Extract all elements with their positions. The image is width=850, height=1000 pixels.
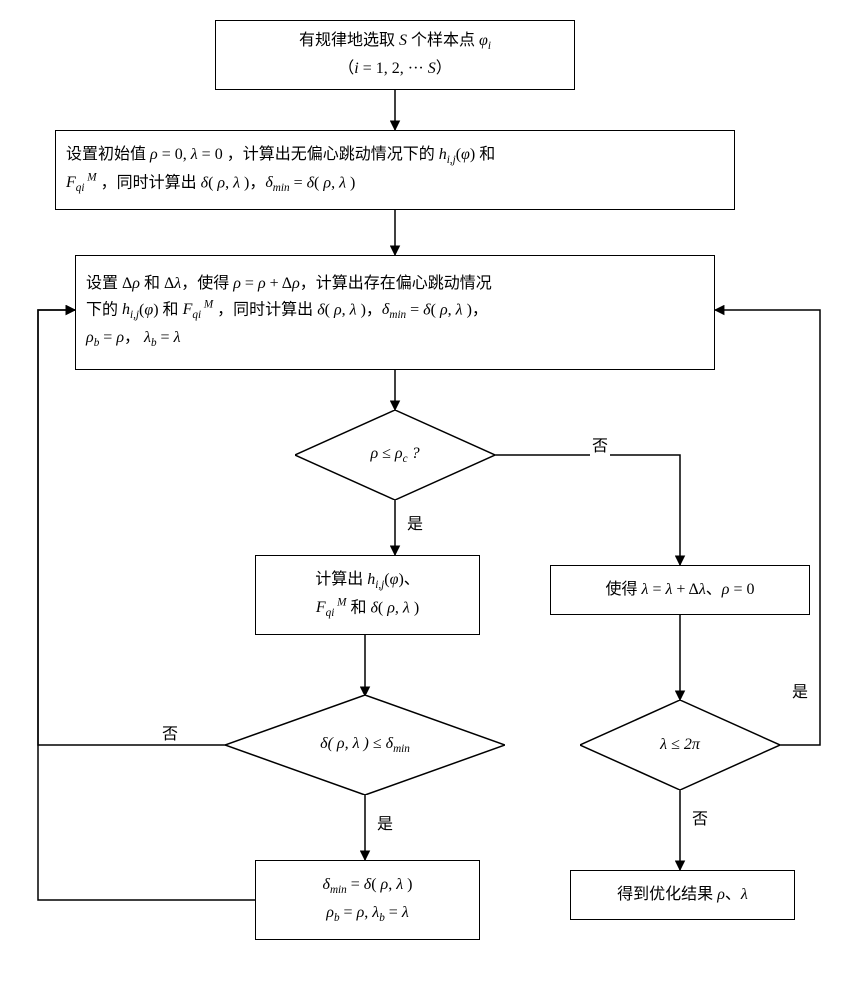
edge-label-yes: 是 (405, 510, 425, 534)
edge-label-no: 否 (160, 720, 180, 744)
decision-rho-le-rhoc: ρ ≤ ρc ? (295, 410, 495, 500)
node-set-delta: 设置 Δρ 和 Δλ，使得 ρ = ρ + Δρ，计算出存在偏心跳动情况下的 h… (75, 255, 715, 370)
node-increment-lambda: 使得 λ = λ + Δλ、ρ = 0 (550, 565, 810, 615)
node-text: 计算出 hi,j(φ)、Fqi M 和 δ( ρ, λ ) (266, 567, 469, 624)
node-result: 得到优化结果 ρ、λ (570, 870, 795, 920)
node-compute-h-F-delta: 计算出 hi,j(φ)、Fqi M 和 δ( ρ, λ ) (255, 555, 480, 635)
node-init-values: 设置初始值 ρ = 0, λ = 0 ，计算出无偏心跳动情况下的 hi,j(φ)… (55, 130, 735, 210)
node-text: 设置 Δρ 和 Δλ，使得 ρ = ρ + Δρ，计算出存在偏心跳动情况下的 h… (86, 271, 704, 353)
decision-label: λ ≤ 2π (660, 736, 700, 754)
node-update-min: δmin = δ( ρ, λ )ρb = ρ, λb = λ (255, 860, 480, 940)
edge-label-yes: 是 (375, 810, 395, 834)
decision-label: ρ ≤ ρc ? (370, 445, 419, 465)
node-text: 设置初始值 ρ = 0, λ = 0 ，计算出无偏心跳动情况下的 hi,j(φ)… (66, 142, 724, 199)
node-text: 使得 λ = λ + Δλ、ρ = 0 (561, 577, 799, 603)
node-text: 得到优化结果 ρ、λ (581, 882, 784, 908)
decision-label: δ( ρ, λ ) ≤ δmin (320, 735, 410, 755)
node-sample-points: 有规律地选取 S 个样本点 φi（i = 1, 2, ··· S） (215, 20, 575, 90)
node-text: δmin = δ( ρ, λ )ρb = ρ, λb = λ (266, 872, 469, 928)
edge-label-no: 否 (590, 432, 610, 456)
node-text: 有规律地选取 S 个样本点 φi（i = 1, 2, ··· S） (226, 28, 564, 82)
decision-delta-le-min: δ( ρ, λ ) ≤ δmin (225, 695, 505, 795)
edge-label-no: 否 (690, 805, 710, 829)
edge-label-yes: 是 (790, 678, 810, 702)
flowchart-canvas: 有规律地选取 S 个样本点 φi（i = 1, 2, ··· S） 设置初始值 … (0, 0, 850, 1000)
decision-lambda-le-2pi: λ ≤ 2π (580, 700, 780, 790)
